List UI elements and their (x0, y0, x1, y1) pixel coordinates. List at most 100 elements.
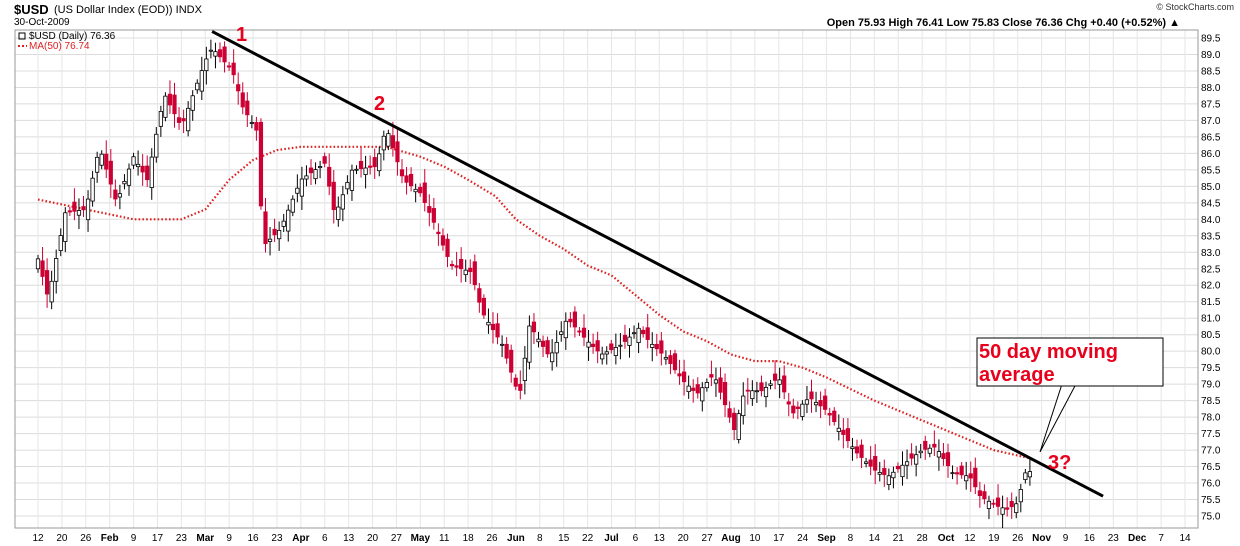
candle-body (645, 327, 650, 340)
callout-line2: average (979, 364, 1055, 386)
candle-body (986, 500, 992, 509)
candle-body (431, 208, 436, 223)
candle-body (609, 343, 614, 351)
candle-body (85, 198, 91, 221)
candle-body (995, 497, 1001, 507)
x-tick-label: 12 (32, 533, 44, 544)
y-tick-label: 81.0 (1201, 314, 1221, 325)
candle-body (832, 410, 837, 423)
candle-body (768, 383, 773, 386)
candle-body (345, 182, 350, 190)
candle-body (973, 467, 978, 488)
candle-body (923, 440, 928, 450)
y-tick-label: 86.5 (1201, 132, 1221, 143)
candle-body (741, 395, 746, 417)
candle-body (49, 280, 54, 303)
y-tick-label: 84.5 (1201, 198, 1221, 209)
candle-body (149, 156, 154, 188)
candle-body (727, 408, 732, 418)
candle-body (226, 65, 232, 68)
candle-body (313, 169, 318, 180)
candle-body (413, 188, 418, 193)
price-series (35, 39, 1032, 529)
y-tick-label: 79.0 (1201, 380, 1221, 391)
candle-body (668, 355, 673, 365)
candle-body (1018, 489, 1023, 503)
x-tick-label: Nov (1032, 533, 1051, 544)
downtrend-line (211, 30, 1104, 498)
candle-body (236, 84, 241, 92)
candle-body (54, 258, 59, 282)
x-tick-label: 20 (678, 533, 690, 544)
y-tick-label: 84.0 (1201, 215, 1221, 226)
candle-body (267, 238, 273, 242)
legend: $USD (Daily) 76.36 MA(50) 76.74 (18, 31, 116, 52)
y-tick-label: 82.0 (1201, 281, 1221, 292)
chart-symbol: $USD (14, 2, 49, 17)
candle-body (545, 340, 550, 355)
candle-body (991, 502, 996, 505)
candle-body (190, 95, 195, 111)
candle-body (113, 189, 118, 200)
candle-body (377, 153, 382, 172)
candle-body (477, 288, 482, 303)
candle-body (654, 343, 659, 350)
x-tick-label: 18 (463, 533, 475, 544)
callout-box (976, 337, 1164, 387)
candle-body (231, 62, 236, 76)
candle-body (891, 471, 896, 479)
candle-body (531, 321, 537, 333)
x-tick-label: 27 (702, 533, 714, 544)
plot-border (14, 29, 1199, 529)
y-tick-label: 75.5 (1201, 495, 1221, 506)
x-tick-label: May (411, 533, 431, 544)
candle-body (914, 454, 919, 465)
candle-body (522, 357, 527, 381)
candle-body (81, 206, 86, 211)
candle-body (591, 343, 596, 347)
candle-body (782, 375, 787, 393)
x-tick-label: 24 (797, 533, 809, 544)
candle-body (968, 473, 973, 479)
candle-body (804, 399, 810, 405)
trendline-series (211, 30, 1104, 498)
x-tick-label: 6 (633, 533, 639, 544)
y-tick-label: 77.5 (1201, 429, 1221, 440)
x-tick-label: Apr (292, 533, 309, 544)
candle-body (463, 269, 468, 276)
x-tick-label: 16 (248, 533, 260, 544)
candle-body (527, 325, 532, 363)
x-tick-label: 13 (654, 533, 666, 544)
candle-body (677, 373, 682, 377)
x-tick-label: 27 (391, 533, 403, 544)
candle-body (613, 347, 618, 356)
candle-body (199, 70, 204, 92)
candle-body (927, 447, 932, 454)
x-tick-label: 26 (486, 533, 498, 544)
candle-body (918, 450, 923, 454)
candle-body (135, 163, 141, 168)
candle-body (950, 472, 955, 475)
x-axis: 12 20 26 Feb 9 17 23 Mar 9 16 23 Apr 6 13 20 27 May 11 18 2… (32, 533, 1191, 544)
x-tick-label: 17 (773, 533, 785, 544)
candle-body (117, 193, 122, 198)
callout-pointer (1039, 383, 1077, 453)
candle-body (823, 395, 828, 410)
candle-body (436, 231, 441, 235)
candle-body (604, 351, 609, 355)
candle-body (372, 157, 377, 168)
candle-body (195, 82, 200, 91)
x-tick-label: Feb (101, 533, 119, 544)
y-tick-label: 87.0 (1201, 116, 1221, 127)
x-tick-label: 26 (1012, 533, 1024, 544)
candle-body (327, 166, 332, 187)
candle-body (786, 401, 791, 405)
candle-body (418, 186, 423, 194)
candle-body (272, 228, 277, 236)
y-tick-label: 89.5 (1201, 34, 1221, 45)
candle-body (686, 385, 691, 393)
x-tick-label: 17 (152, 533, 164, 544)
stockcharts-watermark[interactable]: © StockCharts.com (1156, 2, 1234, 12)
candle-body (67, 210, 72, 213)
candle-body (1027, 471, 1032, 478)
